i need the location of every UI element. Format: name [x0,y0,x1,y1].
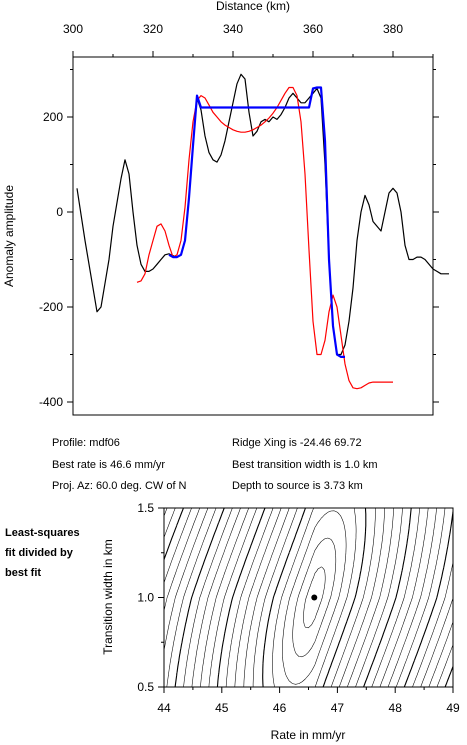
contour-axis-ticks: 44 45 46 47 48 49 1.5 1.0 0.5 [137,501,460,715]
contour-line [282,510,347,685]
depth-to-source: Depth to source is 3.73 km [232,480,363,492]
contour-line [166,508,453,687]
contour-plot-frame [163,507,454,688]
contour-line [183,508,446,687]
y-tick-label: 200 [43,110,63,124]
contour-lines [164,508,453,687]
contour-x-tick-label: 47 [331,701,345,715]
contour-x-axis-label: Rate in mm/yr [271,728,346,742]
best-rate: Best rate is 46.6 mm/yr [52,459,166,471]
contour-line [262,508,367,687]
contour-line [208,508,420,687]
contour-line [225,508,403,687]
contour-line [243,508,385,687]
contour-line [303,566,326,629]
profile-axis-ticks: 300 320 340 360 380 200 0 -200 -400 [39,22,439,409]
x-tick-label: 340 [223,22,243,36]
contour-x-tick-label: 45 [215,701,229,715]
contour-line [191,508,437,687]
contour-line [292,537,337,658]
contour-line [164,508,453,687]
observed-profile-line [76,73,449,356]
contour-note-line-1: Least-squares [5,527,80,539]
contour-note: Least-squares fit divided by best fit [5,523,115,583]
y-tick-label: 0 [56,205,63,219]
model-profile-line [136,86,393,390]
contour-line [174,508,453,687]
y-tick-label: -400 [39,395,63,409]
contour-line [252,508,376,687]
contour-line [234,508,394,687]
profile-name: Profile: mdf06 [52,437,120,449]
contour-note-line-3: best fit [5,567,42,579]
x-tick-label: 300 [63,22,83,36]
profile-plot-frame [72,56,434,416]
contour-chart: 44 45 46 47 48 49 1.5 1.0 0.5 Rate in mm/yr Tran… [101,501,460,742]
x-axis-label: Distance (km) [216,0,290,13]
fitted-profile-line [168,86,345,358]
contour-y-tick-label: 1.5 [137,501,154,515]
projection-azimuth: Proj. Az: 60.0 deg. CW of N [52,480,187,492]
x-tick-label: 360 [303,22,323,36]
contour-line [272,508,357,687]
contour-y-axis-label: Transition width in km [101,539,115,655]
contour-x-tick-label: 44 [157,701,171,715]
ridge-crossing: Ridge Xing is -24.46 69.72 [232,437,362,449]
contour-note-line-2: fit divided by [5,547,73,559]
y-tick-label: -200 [39,300,63,314]
contour-x-tick-label: 48 [389,701,403,715]
x-tick-label: 320 [143,22,163,36]
y-axis-label: Anomaly amplitude [2,185,16,287]
contour-line [164,508,453,687]
contour-x-tick-label: 46 [273,701,287,715]
best-fit-point [311,594,318,601]
profile-series [76,73,449,390]
best-transition-width: Best transition width is 1.0 km [232,459,378,471]
contour-line [164,508,453,687]
contour-y-tick-label: 1.0 [137,591,154,605]
contour-line [164,508,453,687]
contour-x-tick-label: 49 [446,701,460,715]
contour-y-tick-label: 0.5 [137,680,154,694]
contour-line [216,508,412,687]
x-tick-label: 380 [383,22,403,36]
contour-line [200,508,429,687]
profile-chart: Distance (km) Anomaly amplitude 300 320 34… [2,0,449,416]
